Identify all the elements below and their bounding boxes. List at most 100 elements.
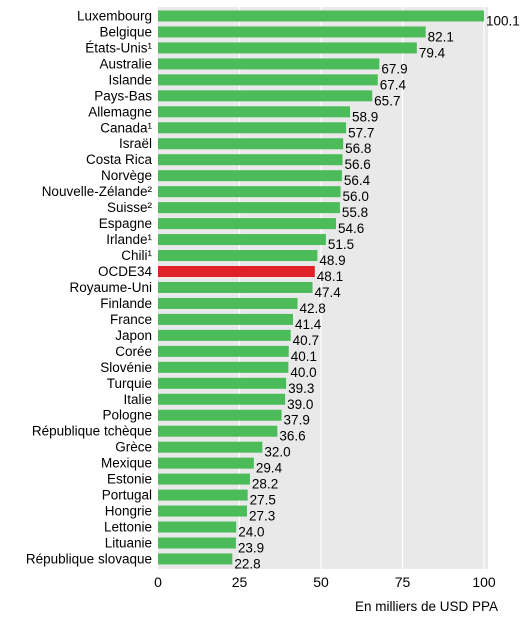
value-label: 40.0: [290, 365, 316, 380]
bar: [158, 393, 286, 405]
category-label: Italie: [123, 392, 152, 407]
value-label: 56.8: [345, 141, 371, 156]
category-label: Suisse²: [107, 200, 153, 215]
value-label: 41.4: [295, 317, 322, 332]
category-label: OCDE34: [98, 264, 153, 279]
value-label: 55.8: [342, 205, 368, 220]
category-label: Grèce: [115, 440, 152, 455]
bar: [158, 345, 289, 357]
value-label: 22.8: [234, 556, 260, 571]
category-label: République tchèque: [32, 424, 152, 439]
bars: [158, 10, 484, 565]
bar: [158, 281, 313, 293]
bar: [158, 297, 298, 309]
value-label: 36.6: [279, 429, 305, 444]
category-label: Japon: [115, 328, 152, 343]
value-label: 54.6: [338, 221, 364, 236]
category-label: Canada¹: [100, 120, 152, 135]
bar: [158, 234, 326, 246]
bar: [158, 361, 289, 373]
value-label: 42.8: [300, 301, 326, 316]
category-label: Portugal: [102, 488, 152, 503]
value-label: 37.9: [284, 413, 310, 428]
x-tick-label: 0: [154, 574, 162, 590]
value-label: 65.7: [374, 93, 400, 108]
value-label: 23.9: [238, 540, 264, 555]
category-label: Islande: [108, 72, 152, 87]
bar: [158, 74, 378, 86]
category-label: Espagne: [99, 216, 152, 231]
value-label: 67.4: [380, 77, 407, 92]
category-label: Turquie: [107, 376, 152, 391]
value-label: 48.9: [319, 253, 345, 268]
category-label: Norvège: [101, 168, 152, 183]
bar: [158, 521, 237, 533]
value-label: 79.4: [419, 45, 446, 60]
bar: [158, 489, 248, 501]
bar: [158, 154, 343, 166]
category-label: Costa Rica: [86, 152, 153, 167]
x-tick-label: 25: [232, 574, 248, 590]
category-label: République slovaque: [26, 551, 152, 566]
category-label: Lituanie: [105, 535, 152, 550]
bar: [158, 329, 291, 341]
x-tick-label: 100: [472, 574, 496, 590]
category-label: Pologne: [102, 408, 152, 423]
value-label: 100.1: [486, 13, 520, 28]
bar: [158, 186, 341, 198]
category-label: France: [110, 312, 152, 327]
category-label: Slovénie: [100, 360, 152, 375]
category-label: Chili¹: [121, 248, 152, 263]
category-label: Irlande¹: [106, 232, 152, 247]
bar: [158, 250, 318, 262]
bar: [158, 377, 287, 389]
bar: [158, 457, 254, 469]
bar: [158, 10, 484, 22]
category-label: Allemagne: [88, 104, 152, 119]
bar: [158, 90, 373, 102]
value-label: 56.6: [345, 157, 371, 172]
value-label: 56.4: [344, 173, 371, 188]
bar: [158, 218, 336, 230]
value-label: 48.1: [317, 269, 343, 284]
value-label: 39.0: [287, 397, 313, 412]
value-label: 47.4: [315, 285, 342, 300]
value-label: 24.0: [238, 525, 264, 540]
bar: [158, 553, 233, 565]
value-label: 40.1: [291, 349, 317, 364]
value-label: 40.7: [293, 333, 319, 348]
value-labels: 100.182.179.467.967.465.758.957.756.856.…: [234, 13, 519, 571]
value-label: 82.1: [428, 29, 454, 44]
value-label: 67.9: [381, 61, 407, 76]
category-label: Corée: [115, 344, 152, 359]
value-label: 58.9: [352, 109, 378, 124]
category-label: Nouvelle-Zélande²: [42, 184, 153, 199]
value-label: 51.5: [328, 237, 354, 252]
bar: [158, 42, 417, 54]
x-axis-label: En milliers de USD PPA: [355, 599, 498, 614]
category-label: Mexique: [101, 456, 152, 471]
value-label: 39.3: [288, 381, 314, 396]
value-label: 27.3: [249, 509, 275, 524]
category-label: Pays-Bas: [94, 88, 152, 103]
value-label: 56.0: [343, 189, 369, 204]
bar-highlight: [158, 266, 315, 278]
bar: [158, 537, 236, 549]
bar: [158, 313, 293, 325]
bar: [158, 106, 351, 118]
x-tick-label: 75: [395, 574, 411, 590]
bar: [158, 425, 278, 437]
x-axis-ticks: 0 25 50 75 100: [154, 574, 496, 590]
bar: [158, 138, 344, 150]
x-tick-label: 50: [313, 574, 329, 590]
bar: [158, 409, 282, 421]
bar: [158, 58, 380, 70]
bar: [158, 26, 426, 38]
category-label: Finlande: [100, 296, 152, 311]
category-label: États-Unis¹: [85, 40, 152, 55]
category-label: Royaume-Uni: [69, 280, 152, 295]
category-label: Australie: [99, 56, 152, 71]
value-label: 28.2: [252, 477, 278, 492]
category-label: Israël: [119, 136, 152, 151]
bar: [158, 202, 340, 214]
